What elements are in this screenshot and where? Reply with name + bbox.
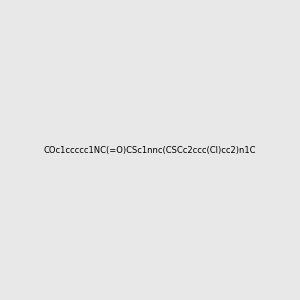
Text: COc1ccccc1NC(=O)CSc1nnc(CSCc2ccc(Cl)cc2)n1C: COc1ccccc1NC(=O)CSc1nnc(CSCc2ccc(Cl)cc2)…: [44, 146, 256, 154]
